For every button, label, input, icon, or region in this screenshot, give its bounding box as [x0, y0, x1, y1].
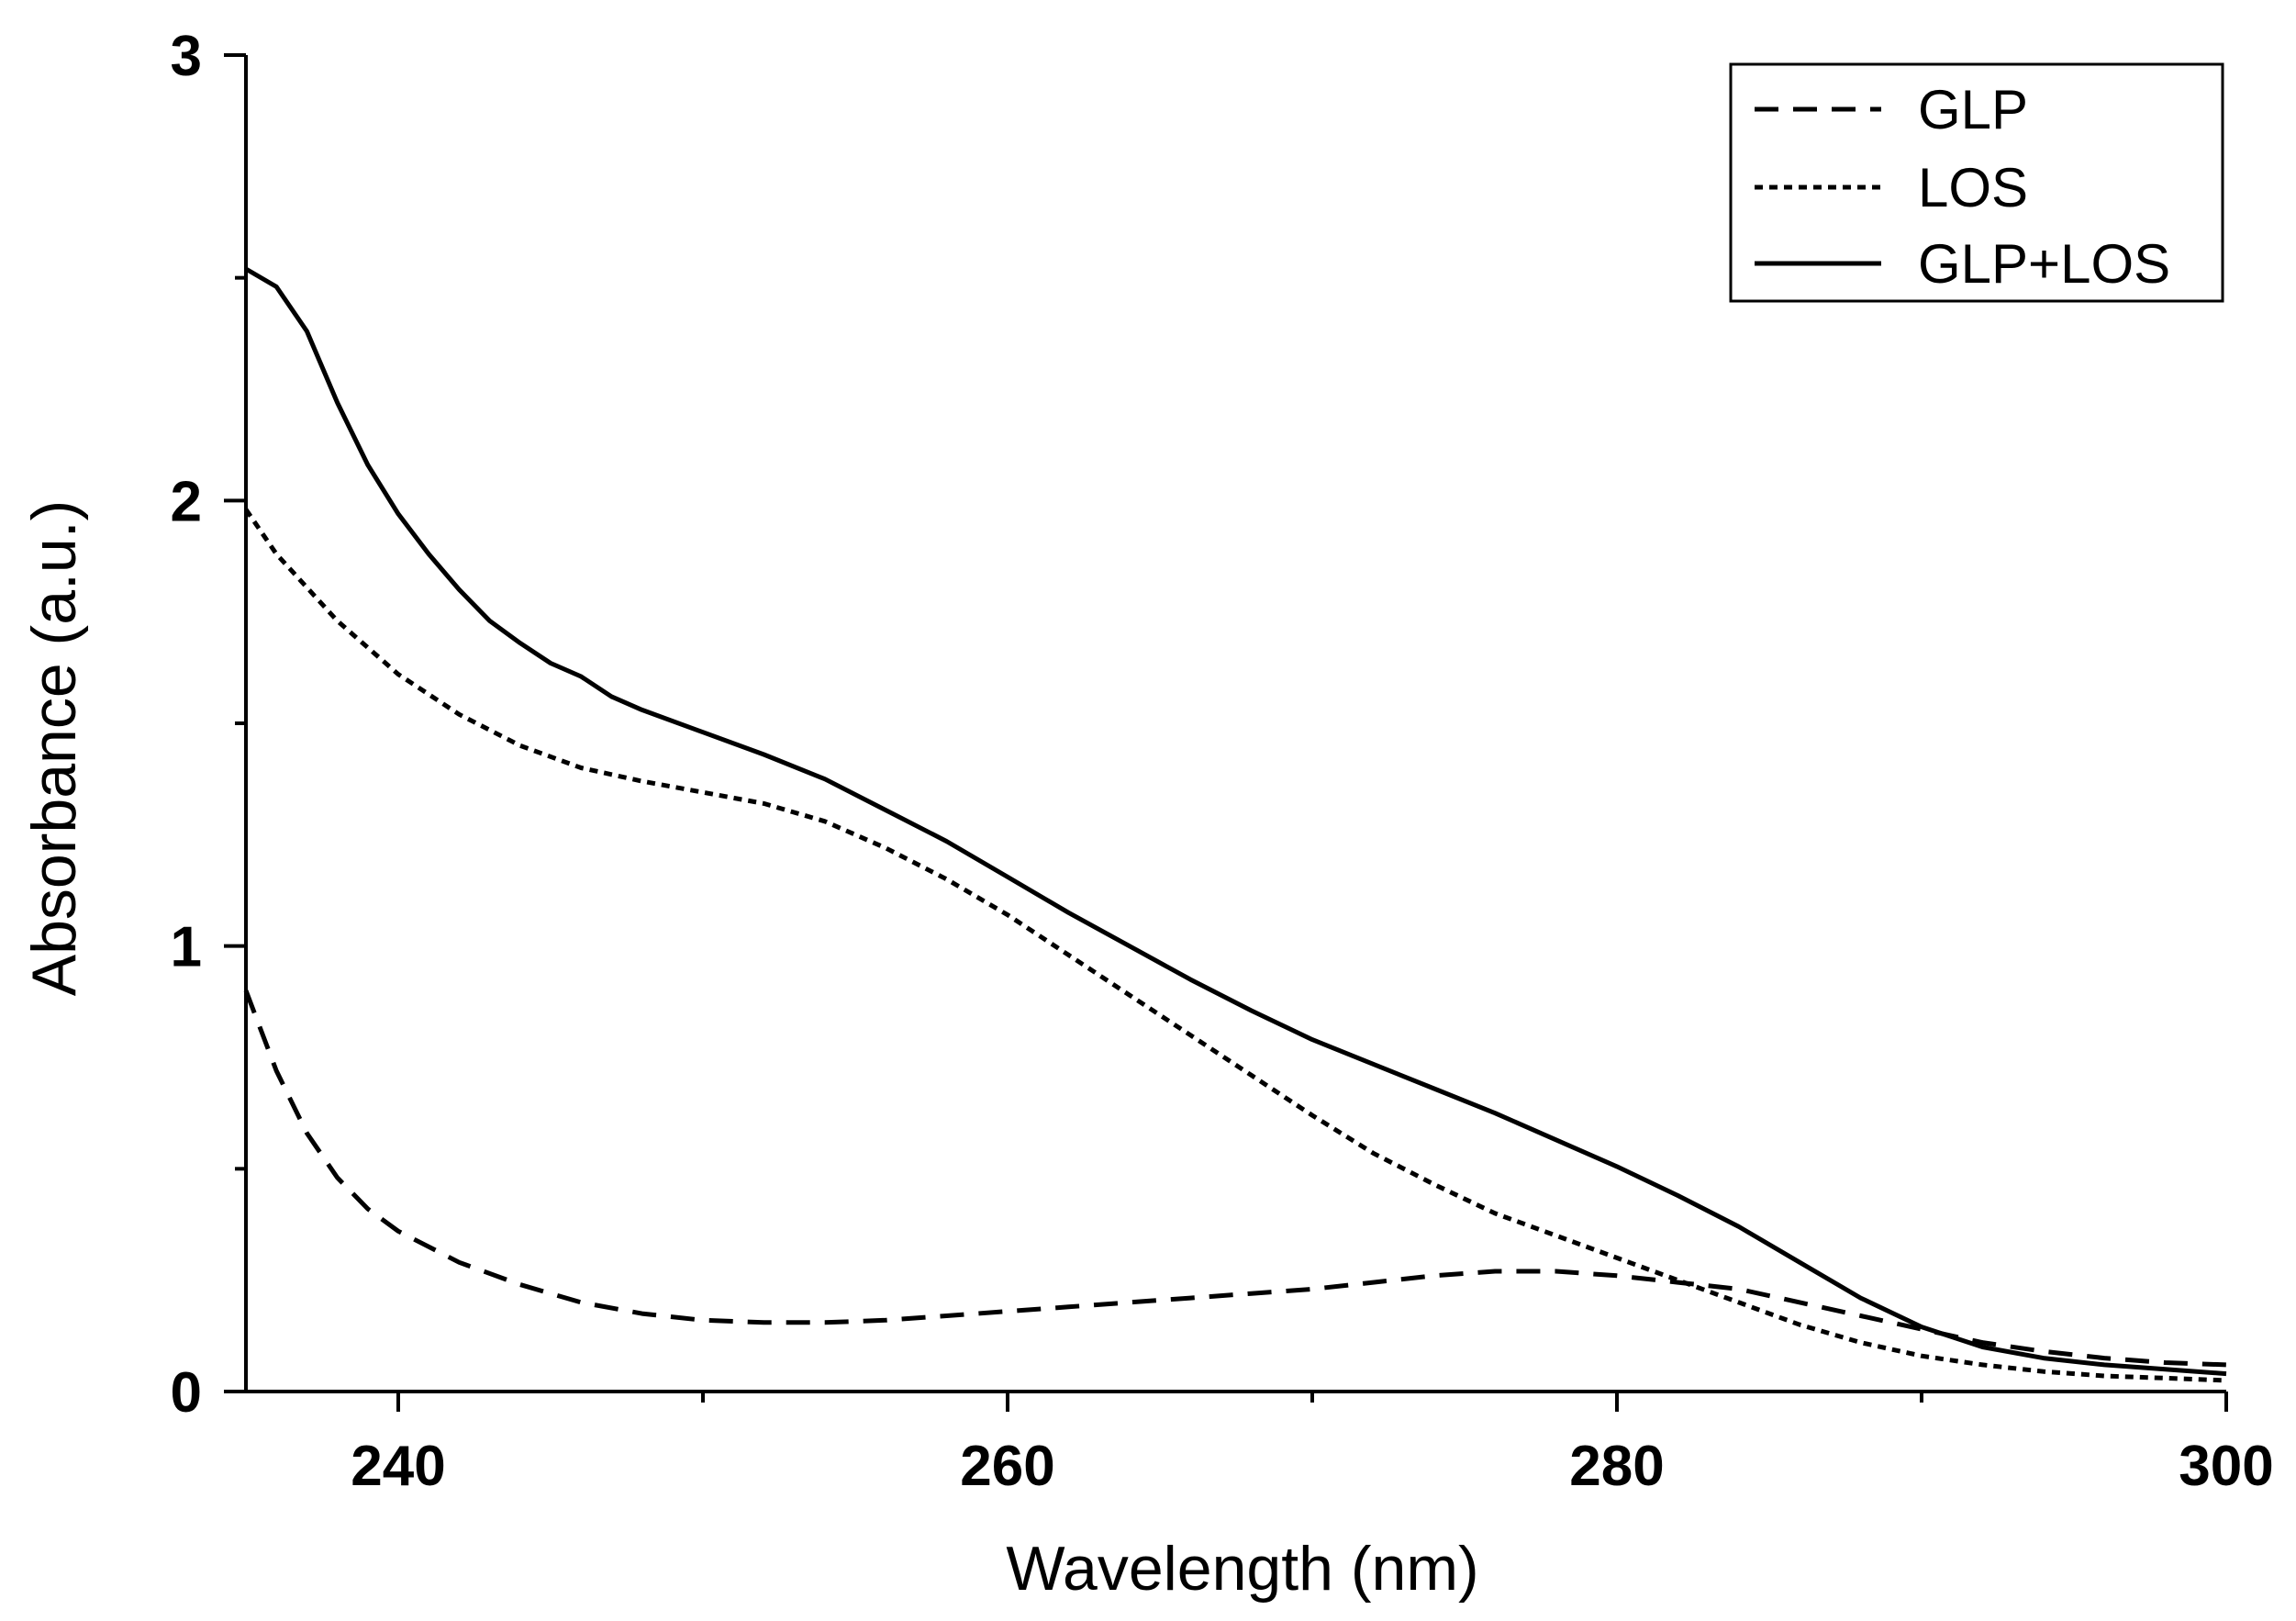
x-ticks: 240 260 280 300: [351, 1392, 2274, 1498]
legend-label-los: LOS: [1918, 157, 2028, 218]
x-tick-label: 260: [960, 1435, 1054, 1498]
y-tick-label: 3: [171, 25, 202, 88]
y-tick-label: 1: [171, 916, 202, 979]
x-tick-label: 240: [351, 1435, 445, 1498]
y-ticks: 0 1 2 3: [171, 25, 246, 1425]
y-tick-label: 2: [171, 470, 202, 533]
series-layer: [243, 266, 2227, 1383]
series-line-glp: [243, 989, 2227, 1368]
x-tick-label: 300: [2179, 1435, 2273, 1498]
x-tick-label: 280: [1569, 1435, 1664, 1498]
y-tick-label: 0: [171, 1361, 202, 1425]
x-axis-title: Wavelength (nm): [1006, 1534, 1478, 1604]
legend-label-glp: GLP: [1918, 79, 2028, 140]
series-line-glp-los: [244, 266, 2227, 1377]
y-axis-title: Absorbance (a.u.): [19, 500, 89, 997]
legend: GLP LOS GLP+LOS: [1729, 62, 2224, 303]
series-line-los: [243, 508, 2227, 1383]
legend-label-glp-los: GLP+LOS: [1918, 233, 2170, 295]
